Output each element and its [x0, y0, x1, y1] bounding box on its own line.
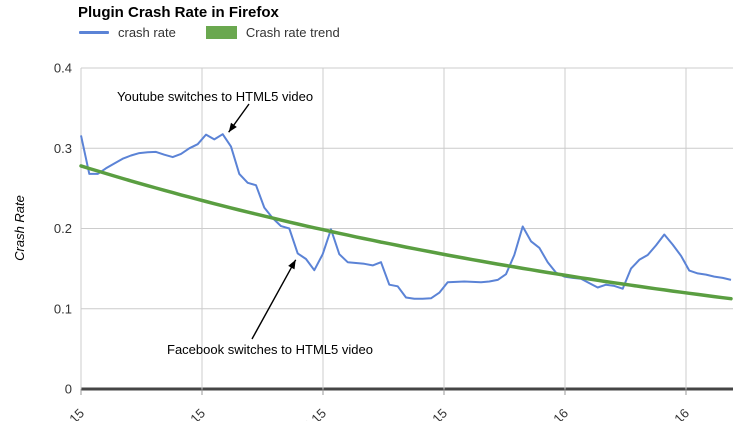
legend: crash rate Crash rate trend — [79, 25, 340, 40]
crash-rate-series-swatch — [79, 31, 109, 34]
y-tick-label: 0.2 — [54, 221, 72, 236]
y-tick-label: 0.4 — [54, 61, 72, 76]
annotation-youtube-arrow-head — [228, 122, 237, 133]
y-axis-title: Crash Rate — [12, 195, 27, 261]
y-tick-label: 0.1 — [54, 301, 72, 316]
crash-rate-line — [80, 133, 732, 300]
annotation-youtube-text: Youtube switches to HTML5 video — [117, 89, 313, 104]
x-tick-label: Jan 16 — [533, 406, 571, 421]
x-tick-label: Jan 15 — [49, 406, 87, 421]
legend-label-crash-rate-trend: Crash rate trend — [245, 25, 340, 40]
annotation-facebook-arrow-shaft — [251, 259, 297, 340]
trend-line — [79, 164, 733, 301]
y-tick-label: 0 — [65, 382, 72, 397]
annotation-facebook-text: Facebook switches to HTML5 video — [167, 342, 373, 357]
y-tick-label: 0.3 — [54, 141, 72, 156]
annotation-facebook-arrow-head — [288, 259, 296, 270]
chart-title: Plugin Crash Rate in Firefox — [78, 4, 279, 21]
x-tick-label: Jul 15 — [294, 406, 329, 421]
trend-series-swatch — [205, 26, 237, 39]
x-tick-label: Apr 16 — [654, 406, 692, 421]
legend-label-crash-rate: crash rate — [118, 25, 176, 40]
x-tick-label: Oct 15 — [412, 406, 450, 421]
x-tick-label: Apr 15 — [170, 406, 208, 421]
